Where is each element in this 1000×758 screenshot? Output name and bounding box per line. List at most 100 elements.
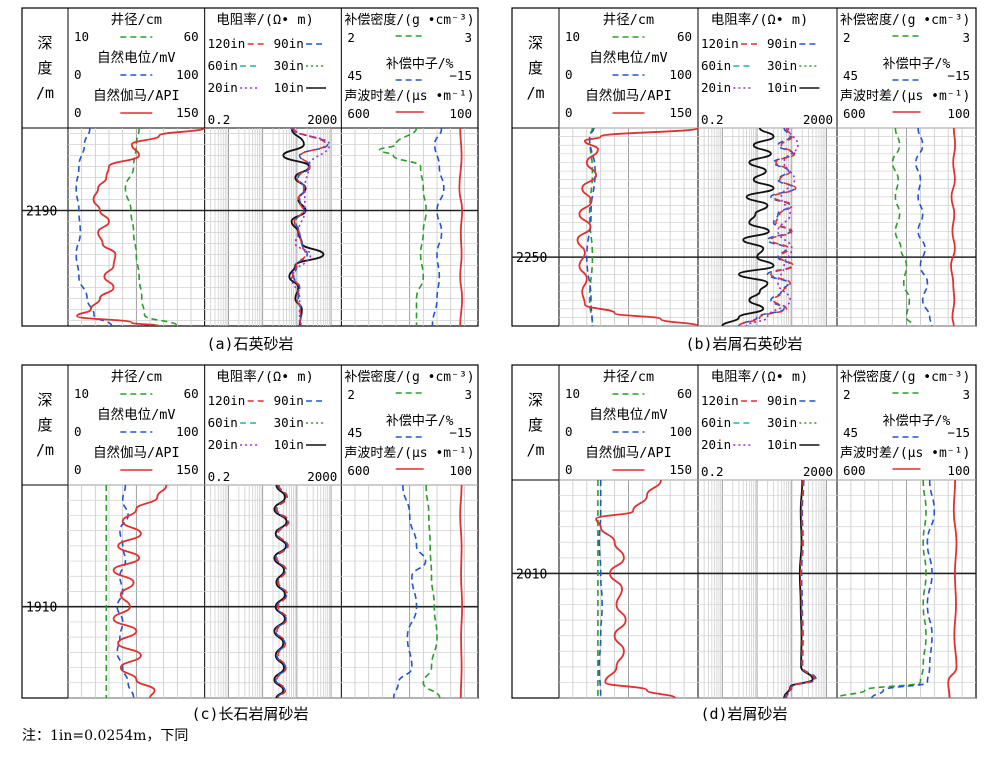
- curve-声波时差: [950, 128, 957, 326]
- curve-补偿密度: [836, 480, 927, 698]
- resistivity-legend-label: 120in: [208, 393, 246, 408]
- curve-井径: [588, 128, 594, 326]
- resistivity-scale-min: 0.2: [701, 112, 724, 127]
- track1-scale-min: 0: [565, 67, 573, 82]
- track3-scale-min: 2: [843, 387, 851, 402]
- depth-header-label: 深: [528, 391, 543, 409]
- resistivity-legend-label: 30in: [767, 415, 797, 430]
- track3-scale-max: 100: [947, 463, 970, 478]
- track3-scale-min: 2: [843, 30, 851, 45]
- resistivity-legend-label: 10in: [767, 80, 797, 95]
- track1-scale-max: 150: [669, 462, 692, 477]
- depth-header-label: 度: [37, 59, 52, 77]
- curve-补偿密度: [422, 485, 441, 698]
- track3-scale-max: 100: [449, 463, 472, 478]
- resistivity-title: 电阻率/(Ω• m): [216, 11, 313, 28]
- resistivity-scale-min: 0.2: [208, 469, 231, 484]
- track1-curve-title: 井径/cm: [603, 369, 654, 385]
- track3-scale-max: −15: [947, 68, 970, 83]
- track1-scale-min: 10: [565, 29, 580, 44]
- curve-10in: [721, 128, 775, 326]
- track1-curve-title: 自然电位/mV: [97, 406, 175, 423]
- panel-caption: (c)长石岩屑砂岩: [191, 705, 308, 723]
- resistivity-legend-label: 30in: [274, 58, 304, 73]
- curves: [595, 480, 958, 698]
- resistivity-legend-label: 60in: [701, 58, 731, 73]
- depth-header-label: /m: [526, 84, 544, 102]
- curve-自然伽马: [576, 128, 699, 326]
- curve-声波时差: [458, 128, 464, 326]
- track1-scale-max: 60: [677, 386, 692, 401]
- resistivity-scale-max: 2000: [803, 112, 833, 127]
- resistivity-legend-label: 20in: [701, 80, 731, 95]
- resistivity-scale-max: 2000: [307, 112, 337, 127]
- depth-header-label: 深: [37, 34, 52, 52]
- resistivity-scale-max: 2000: [307, 469, 337, 484]
- resistivity-legend-label: 90in: [274, 36, 304, 51]
- resistivity-title: 电阻率/(Ω• m): [711, 368, 808, 385]
- depth-header-label: /m: [526, 441, 544, 459]
- depth-header-label: 度: [37, 416, 52, 434]
- track1-curve-title: 井径/cm: [111, 12, 162, 28]
- curve-自然电位: [75, 128, 113, 326]
- track3-curve-title: 补偿中子/%: [883, 414, 951, 429]
- depth-header-label: 度: [528, 59, 543, 77]
- panel-border: [21, 7, 479, 327]
- curves: [75, 128, 464, 326]
- track3-curve-title: 声波时差/(μs •m⁻¹): [840, 446, 970, 461]
- log-panel-d: 深度/m 2010 井径/cm 10 60 自然电位/mV 0 100 自然伽马/API 0 150…: [511, 364, 977, 723]
- footnote: 注：1in=0.0254m，下同: [22, 728, 189, 744]
- resistivity-title: 电阻率/(Ω• m): [216, 368, 313, 385]
- track3-scale-max: 3: [962, 30, 970, 45]
- resistivity-legend-label: 30in: [274, 415, 304, 430]
- track1-scale-max: 60: [184, 29, 199, 44]
- track3-scale-min: 600: [347, 106, 370, 121]
- track1-scale-min: 10: [74, 29, 89, 44]
- track1-scale-max: 150: [669, 105, 692, 120]
- track3-scale-min: 45: [843, 68, 858, 83]
- curves: [576, 128, 957, 326]
- track3-scale-min: 600: [843, 463, 866, 478]
- curve-20in: [745, 128, 799, 326]
- track3-curve-title: 声波时差/(μs •m⁻¹): [344, 89, 474, 104]
- track1-curve-title: 自然伽马/API: [585, 444, 672, 461]
- track1-curve-title: 自然电位/mV: [589, 49, 667, 66]
- depth-tick-label: 1910: [26, 601, 57, 616]
- track1-curve-title: 自然电位/mV: [589, 406, 667, 423]
- track1-scale-min: 10: [565, 386, 580, 401]
- track1-scale-max: 100: [176, 67, 199, 82]
- resistivity-legend-label: 90in: [767, 393, 797, 408]
- track1-scale-min: 0: [74, 67, 82, 82]
- track3-scale-min: 600: [843, 106, 866, 121]
- track3-scale-max: 3: [962, 387, 970, 402]
- resistivity-scale-max: 2000: [803, 464, 833, 479]
- track3-curve-title: 补偿中子/%: [386, 57, 454, 72]
- curve-自然电位: [585, 128, 596, 326]
- track3-scale-max: −15: [449, 68, 472, 83]
- panel-caption: (a)石英砂岩: [206, 335, 293, 353]
- track1-scale-min: 0: [74, 105, 82, 120]
- curve-90in: [274, 485, 289, 698]
- track1-scale-max: 60: [184, 386, 199, 401]
- resistivity-legend-label: 10in: [274, 80, 304, 95]
- track3-scale-min: 2: [347, 387, 355, 402]
- curve-补偿密度: [378, 128, 427, 326]
- track3-curve-title: 声波时差/(μs •m⁻¹): [344, 446, 474, 461]
- depth-tick-label: 2250: [516, 251, 547, 266]
- resistivity-legend-label: 120in: [701, 36, 739, 51]
- track3-curve-title: 补偿密度/(g •cm⁻³): [840, 12, 970, 28]
- track3-curve-title: 补偿中子/%: [883, 57, 951, 72]
- track3-scale-min: 600: [347, 463, 370, 478]
- track3-curve-title: 声波时差/(μs •m⁻¹): [840, 89, 970, 104]
- log-panel-b: 深度/m 2250 井径/cm 10 60 自然电位/mV 0 100 自然伽马/API 0 150…: [511, 7, 977, 353]
- curve-补偿中子: [914, 128, 933, 326]
- track1-scale-min: 10: [74, 386, 89, 401]
- resistivity-legend-label: 20in: [208, 80, 238, 95]
- curve-自然电位: [598, 480, 603, 698]
- track3-scale-max: 3: [464, 387, 472, 402]
- track3-scale-min: 45: [843, 425, 858, 440]
- track3-curve-title: 补偿密度/(g •cm⁻³): [344, 12, 474, 28]
- track1-scale-min: 0: [565, 424, 573, 439]
- panel-caption: (d)岩屑砂岩: [700, 705, 787, 723]
